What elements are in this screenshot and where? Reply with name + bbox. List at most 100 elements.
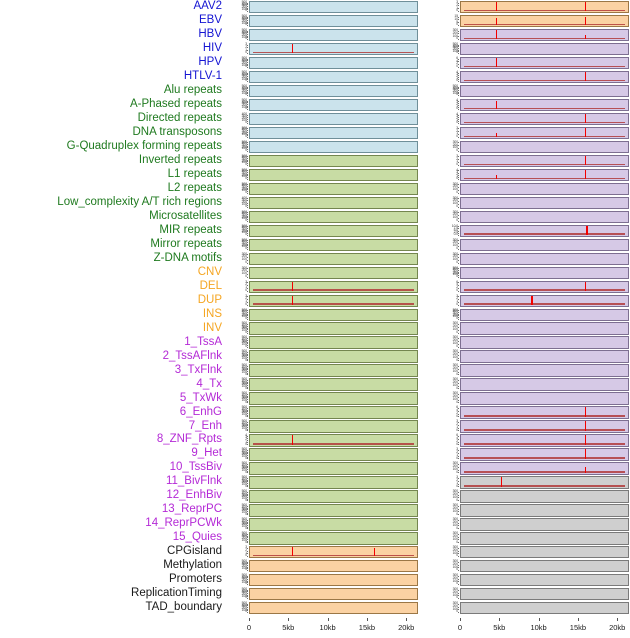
y-tick-label: 500: [241, 223, 247, 228]
signal-peak: [584, 127, 587, 138]
y-tick-mark: [457, 257, 459, 259]
signal-peak: [496, 100, 498, 110]
y-tick-label: 300: [452, 195, 458, 200]
y-tick-mark: [246, 161, 248, 163]
y-tick-label: 0: [245, 330, 247, 334]
track-label-directed-repeats: Directed repeats: [137, 112, 222, 124]
y-tick-mark: [457, 603, 459, 605]
track-label-mir-repeats: MIR repeats: [159, 223, 222, 236]
track-label-12-enhbiv: 12_EnhBiv: [166, 489, 222, 502]
y-tick-mark: [457, 25, 459, 27]
track-label-methylation: Methylation: [163, 559, 222, 572]
y-tick-label: 2: [245, 548, 247, 552]
y-axis-ticks: 5004003002001000: [437, 42, 459, 55]
y-tick-mark: [246, 103, 248, 105]
y-tick-mark: [457, 598, 459, 600]
y-tick-label: 0: [456, 540, 458, 544]
x-tick-mark: [538, 618, 540, 621]
y-tick-label: 4: [456, 436, 458, 440]
y-tick-mark: [457, 296, 459, 298]
y-tick-mark: [246, 91, 248, 93]
y-tick-label: 100: [452, 606, 458, 611]
track-row: 43210: [437, 112, 629, 126]
signal-peak: [291, 435, 294, 445]
y-tick-mark: [457, 248, 459, 250]
y-tick-label: 500: [241, 321, 247, 326]
y-tick-label: 300: [241, 251, 247, 256]
y-tick-label: 100: [452, 368, 458, 373]
track-label-14-reprpcwk: 14_ReprPCWk: [145, 517, 222, 530]
y-tick-mark: [246, 568, 248, 570]
y-tick-label: 100: [241, 342, 247, 347]
track-label-microsatellites: Microsatellites: [149, 209, 222, 222]
y-tick-label: 500: [241, 27, 247, 32]
y-tick-mark: [246, 352, 248, 354]
track-baseline: [464, 233, 625, 235]
track-label-1-tssa: 1_TssA: [184, 335, 222, 348]
y-tick-label: 0: [456, 246, 458, 250]
y-tick-mark: [246, 608, 248, 610]
y-tick-label: 1: [456, 6, 458, 10]
y-tick-label: 4: [456, 282, 458, 286]
y-tick-label: 200: [241, 214, 247, 219]
y-tick-mark: [457, 104, 459, 106]
track-baseline: [464, 135, 625, 138]
y-tick-label: 400: [241, 15, 247, 20]
y-tick-mark: [246, 192, 248, 194]
y-tick-mark: [246, 94, 248, 96]
y-tick-label: 500: [241, 13, 247, 18]
y-tick-mark: [246, 550, 248, 552]
y-tick-label: 400: [241, 155, 247, 160]
y-tick-label: 0: [245, 344, 247, 348]
y-tick-label: 0: [456, 92, 458, 96]
x-tick-label: 20kb: [398, 623, 415, 632]
y-tick-mark: [457, 282, 459, 284]
y-tick-mark: [457, 371, 459, 373]
y-tick-label: 0: [245, 568, 247, 572]
y-tick-label: 200: [241, 410, 247, 415]
y-tick-label: 2: [456, 172, 458, 176]
y-tick-label: 100: [452, 187, 458, 192]
y-tick-label: 300: [452, 517, 458, 522]
y-tick-label: 0: [245, 428, 247, 432]
x-tick-label: 10kb: [530, 623, 547, 632]
y-tick-mark: [246, 479, 248, 481]
y-tick-mark: [246, 430, 248, 432]
y-tick-mark: [246, 343, 248, 345]
y-tick-label: 0: [245, 50, 247, 54]
y-tick-label: 100: [452, 494, 458, 499]
y-tick-label: 300: [241, 352, 247, 357]
y-tick-label: 100: [241, 6, 247, 11]
y-tick-label: 400: [241, 29, 247, 34]
signal-peak: [584, 407, 587, 417]
y-tick-mark: [246, 100, 248, 102]
y-tick-label: 100: [452, 215, 458, 220]
y-tick-mark: [457, 533, 459, 535]
track-row: 5004003002001000: [226, 349, 418, 363]
y-tick-label: 300: [241, 422, 247, 427]
y-tick-label: 500: [241, 447, 247, 452]
track-baseline: [253, 554, 414, 557]
y-tick-mark: [246, 371, 248, 373]
y-tick-label: 0: [456, 148, 458, 152]
signal-peak: [584, 449, 587, 459]
y-tick-label: 300: [452, 601, 458, 606]
y-tick-label: 100: [241, 271, 247, 276]
y-tick-label: 300: [452, 321, 458, 326]
track-baseline: [464, 443, 625, 445]
x-axis-right: 0 5kb 10kb 15kb 20kb: [458, 618, 629, 638]
y-axis-ticks: 5004003002001000: [226, 210, 248, 223]
y-tick-label: 100: [241, 76, 247, 81]
y-tick-label: 200: [241, 508, 247, 513]
y-tick-mark: [246, 422, 248, 423]
y-tick-mark: [457, 76, 459, 78]
y-tick-label: 500: [241, 517, 247, 522]
y-axis-ticks: 4003002001000: [226, 112, 248, 125]
y-tick-label: 6: [456, 56, 458, 60]
track-row: 5004003002001000: [226, 461, 418, 475]
signal-peak: [584, 113, 587, 124]
y-tick-mark: [246, 234, 248, 236]
track-plot-area: [249, 462, 418, 475]
